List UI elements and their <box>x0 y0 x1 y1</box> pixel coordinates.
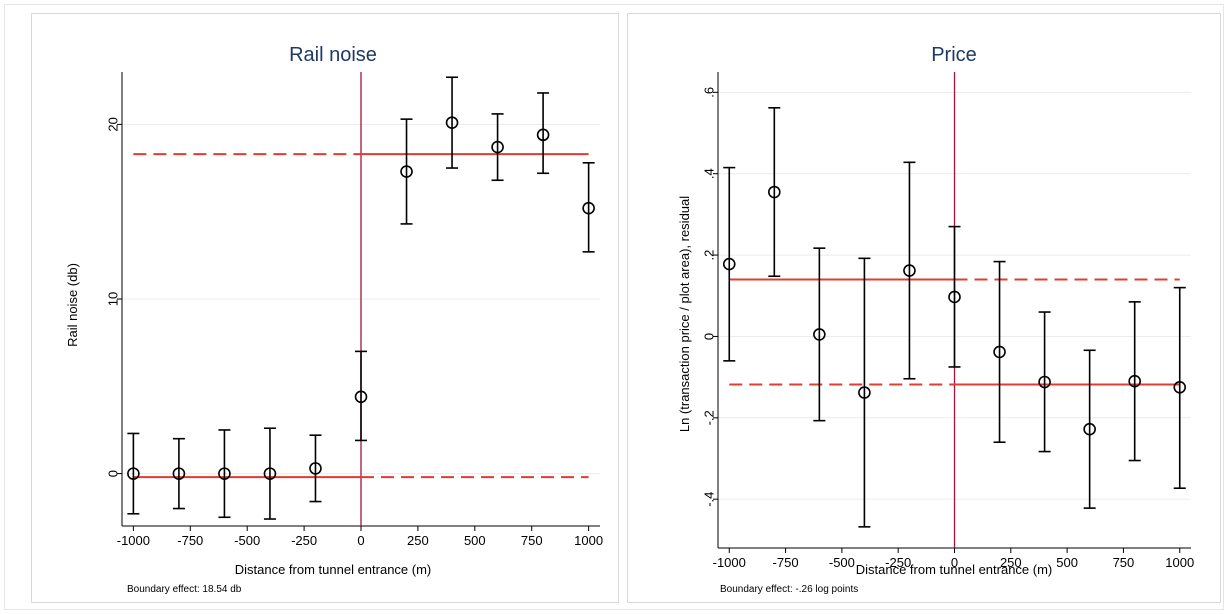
chart-2-point-5 <box>948 290 961 304</box>
chart-2-point-8 <box>1083 422 1096 436</box>
chart-2-error-bar-0 <box>723 166 736 362</box>
chart-1-x-tick-label-6: 500 <box>464 533 486 548</box>
chart-1-point-0 <box>127 467 140 480</box>
chart-2-error-bar-6 <box>993 260 1006 444</box>
chart-2-error-bar-3 <box>858 257 871 528</box>
chart-1-x-tick-label-3: -250 <box>291 533 317 548</box>
chart-2-y-tick-label-2: 0 <box>702 333 717 340</box>
chart-1-error-bar-3 <box>263 427 276 520</box>
boundary-effect-note: Boundary effect: -.26 log points <box>720 584 858 595</box>
chart-1-error-bar-7 <box>446 76 459 169</box>
chart-2-error-bar-9 <box>1128 301 1141 462</box>
chart-2-point-2 <box>813 328 826 341</box>
chart-1-point-10 <box>582 201 595 215</box>
chart-1-point-6 <box>400 165 413 178</box>
chart-1-x-tick-label-1: -750 <box>177 533 203 548</box>
boundary-effect-note: Boundary effect: 18.54 db <box>127 584 242 595</box>
chart-1-x-tick-label-5: 250 <box>407 533 429 548</box>
chart-2-y-tick-label-4: .4 <box>702 168 717 179</box>
chart-1-error-bar-9 <box>537 92 550 175</box>
chart-1-point-9 <box>536 128 550 142</box>
chart-1-point-7 <box>445 116 459 129</box>
rail-noise-chart: Rail noise Distance from tunnel entrance… <box>65 44 603 595</box>
chart-1-error-bar-1 <box>172 437 185 510</box>
chart-1-point-4 <box>309 462 322 475</box>
chart-1-y-tick-label-2: 20 <box>106 117 121 131</box>
chart-2-error-bar-7 <box>1038 311 1051 453</box>
chart-1-error-bar-0 <box>127 432 140 515</box>
chart-2-x-tick-label-3: -250 <box>885 555 911 570</box>
chart-1-y-tick-label-1: 10 <box>106 292 121 306</box>
chart-1-error-bar-8 <box>491 113 504 182</box>
price-panel: Price Distance from tunnel entrance (m) … <box>627 13 1221 603</box>
chart-2-point-7 <box>1038 375 1051 389</box>
chart-2-point-3 <box>858 386 871 399</box>
chart-2-x-tick-label-1: -750 <box>773 555 799 570</box>
chart-1-error-bar-4 <box>309 434 322 503</box>
chart-2-x-tick-label-7: 750 <box>1113 555 1135 570</box>
chart-1-point-1 <box>172 467 186 480</box>
chart-2-point-9 <box>1128 374 1141 388</box>
chart-1-error-bar-2 <box>218 429 231 519</box>
chart-2-error-bar-5 <box>948 225 961 368</box>
chart-1-error-bar-10 <box>582 162 595 253</box>
chart-title: Price <box>931 44 977 66</box>
chart-2-point-1 <box>768 185 781 199</box>
chart-2-error-bar-10 <box>1173 286 1186 489</box>
figure-frame: Rail noise Distance from tunnel entrance… <box>4 4 1224 610</box>
chart-2-error-bar-4 <box>903 161 916 380</box>
chart-2-x-tick-label-6: 500 <box>1056 555 1078 570</box>
chart-2-error-bar-8 <box>1083 349 1096 509</box>
chart-2-y-tick-label-5: .6 <box>702 87 717 98</box>
chart-2-error-bar-1 <box>768 107 781 278</box>
chart-1-point-8 <box>491 140 504 154</box>
chart-2-y-tick-label-3: .2 <box>702 250 717 261</box>
chart-2-x-tick-label-0: -1000 <box>713 555 746 570</box>
chart-2-x-tick-label-2: -500 <box>829 555 855 570</box>
x-axis-label: Distance from tunnel entrance (m) <box>235 562 432 577</box>
chart-1-x-tick-label-7: 750 <box>521 533 543 548</box>
chart-2-x-tick-label-5: 250 <box>1000 555 1022 570</box>
chart-1-point-3 <box>263 467 277 480</box>
chart-1-x-tick-label-8: 1000 <box>574 533 603 548</box>
chart-2-point-10 <box>1173 380 1187 394</box>
x-axis-label: Distance from tunnel entrance (m) <box>856 562 1053 577</box>
chart-2-x-tick-label-8: 1000 <box>1165 555 1194 570</box>
chart-1-error-bar-6 <box>400 118 413 225</box>
y-axis-label: Rail noise (db) <box>65 263 80 347</box>
chart-1-error-bar-5 <box>355 350 367 442</box>
chart-1-point-2 <box>218 467 231 480</box>
rail-noise-panel: Rail noise Distance from tunnel entrance… <box>31 13 619 603</box>
y-axis-label: Ln (transaction price / plot area), resi… <box>677 196 692 432</box>
chart-2-x-tick-label-4: 0 <box>951 555 958 570</box>
chart-1-point-5 <box>354 390 368 404</box>
chart-2-point-4 <box>903 264 916 277</box>
chart-2-point-0 <box>722 257 736 271</box>
price-chart: Price Distance from tunnel entrance (m) … <box>677 44 1194 595</box>
chart-title: Rail noise <box>289 44 377 66</box>
chart-1-x-tick-label-0: -1000 <box>117 533 150 548</box>
chart-1-x-tick-label-2: -500 <box>234 533 260 548</box>
chart-2-point-6 <box>993 345 1006 359</box>
chart-1-x-tick-label-4: 0 <box>357 533 364 548</box>
chart-1-y-tick-label-0: 0 <box>106 470 121 477</box>
chart-2-y-tick-label-1: -.2 <box>702 410 717 425</box>
chart-2-error-bar-2 <box>813 247 826 422</box>
chart-2-y-tick-label-0: -.4 <box>702 492 717 507</box>
